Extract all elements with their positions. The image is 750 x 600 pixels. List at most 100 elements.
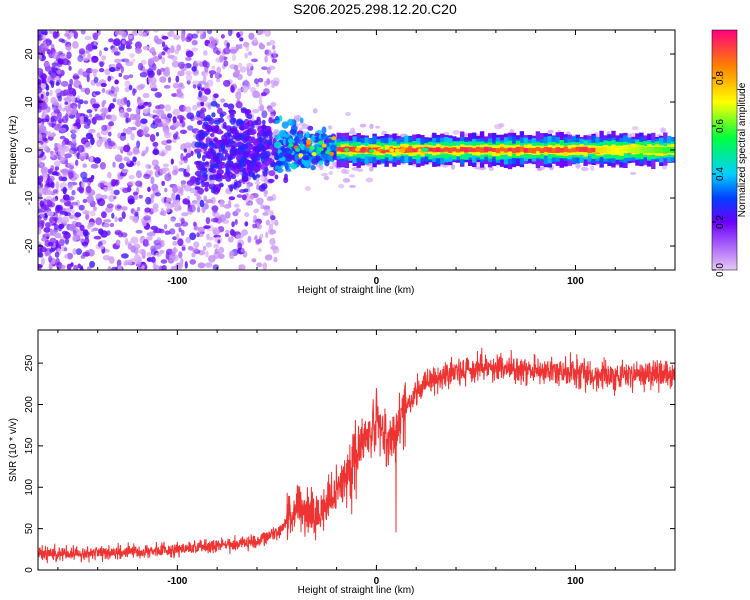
heatmap-cell bbox=[135, 180, 143, 187]
heatmap-cell bbox=[62, 194, 70, 201]
heatmap-cell bbox=[257, 248, 262, 252]
heatmap-cell bbox=[166, 207, 171, 213]
heatmap-cell bbox=[136, 140, 141, 149]
heatmap-cell bbox=[591, 147, 596, 153]
heatmap-cell bbox=[53, 146, 59, 151]
heatmap-cell bbox=[212, 205, 218, 214]
heatmap-cell bbox=[82, 210, 90, 215]
heatmap-cell bbox=[162, 41, 166, 48]
heatmap-cell bbox=[523, 148, 529, 153]
heatmap-cell bbox=[83, 100, 89, 105]
heatmap-cell bbox=[149, 134, 156, 142]
heatmap-cell bbox=[255, 30, 264, 36]
heatmap-cell bbox=[64, 32, 70, 38]
heatmap-cell bbox=[160, 259, 168, 264]
heatmap-cell bbox=[267, 108, 275, 113]
heatmap-cell bbox=[93, 206, 97, 212]
heatmap-cell bbox=[163, 85, 171, 89]
heatmap-cell bbox=[507, 147, 513, 152]
heatmap-cell bbox=[51, 51, 60, 60]
heatmap-cell bbox=[235, 208, 241, 213]
heatmap-cell bbox=[499, 147, 505, 152]
heatmap-cell bbox=[246, 62, 253, 68]
heatmap-cell bbox=[113, 51, 120, 56]
heatmap-cell bbox=[221, 149, 228, 154]
heatmap-cell bbox=[72, 75, 80, 79]
heatmap-cell bbox=[348, 174, 356, 178]
heatmap-cell bbox=[269, 229, 277, 235]
heatmap-cell bbox=[194, 60, 202, 64]
heatmap-cell bbox=[185, 153, 192, 158]
heatmap-cell bbox=[195, 133, 202, 141]
heatmap-cell bbox=[109, 114, 117, 122]
heatmap-cell bbox=[159, 167, 167, 174]
heatmap-cell bbox=[246, 171, 251, 177]
heatmap-cell bbox=[170, 45, 175, 54]
heatmap-cell bbox=[375, 125, 380, 129]
heatmap-cell bbox=[61, 107, 65, 112]
heatmap-cell bbox=[261, 66, 268, 70]
heatmap-cell bbox=[252, 90, 260, 99]
y-tick-label: -10 bbox=[24, 190, 35, 205]
heatmap-cell bbox=[180, 153, 184, 161]
heatmap-cell bbox=[106, 203, 114, 209]
heatmap-cell bbox=[90, 137, 95, 146]
heatmap-cell bbox=[210, 168, 214, 173]
heatmap-cell bbox=[204, 88, 211, 95]
heatmap-cell bbox=[475, 146, 481, 152]
heatmap-cell bbox=[76, 95, 80, 101]
heatmap-cell bbox=[186, 112, 195, 120]
heatmap-cell bbox=[167, 76, 172, 84]
heatmap-cell bbox=[234, 219, 238, 225]
heatmap-cell bbox=[340, 147, 345, 153]
heatmap-cell bbox=[96, 132, 101, 139]
heatmap-cell bbox=[255, 148, 260, 156]
heatmap-cell bbox=[134, 41, 142, 49]
heatmap-cell bbox=[94, 157, 101, 164]
heatmap-cell bbox=[245, 43, 250, 52]
heatmap-cell bbox=[212, 138, 219, 142]
heatmap-cell bbox=[175, 199, 181, 207]
heatmap-cell bbox=[120, 65, 124, 74]
heatmap-cell bbox=[407, 145, 413, 150]
heatmap-cell bbox=[116, 205, 122, 210]
heatmap-cell bbox=[167, 113, 173, 119]
heatmap-cell bbox=[162, 163, 169, 168]
heatmap-cell bbox=[555, 147, 560, 153]
heatmap-cell bbox=[57, 224, 63, 232]
heatmap-cell bbox=[68, 150, 74, 155]
heatmap-cell bbox=[203, 117, 211, 122]
heatmap-cell bbox=[72, 41, 79, 49]
heatmap-cell bbox=[144, 207, 151, 213]
heatmap-cell bbox=[456, 148, 461, 153]
heatmap-cell bbox=[148, 235, 153, 241]
heatmap-cell bbox=[231, 230, 236, 237]
heatmap-cell bbox=[242, 176, 249, 182]
heatmap-cell bbox=[145, 196, 152, 205]
heatmap-cell bbox=[87, 53, 92, 60]
heatmap-cell bbox=[209, 159, 215, 166]
heatmap-cell bbox=[103, 222, 110, 228]
heatmap-cell bbox=[42, 172, 48, 180]
y-tick-label: 200 bbox=[24, 396, 35, 413]
heatmap-cell bbox=[52, 189, 58, 194]
heatmap-cell bbox=[452, 147, 457, 152]
heatmap-cell bbox=[603, 147, 608, 153]
heatmap-cell bbox=[204, 187, 209, 192]
heatmap-cell bbox=[191, 47, 199, 52]
heatmap-cell bbox=[270, 215, 276, 221]
heatmap-cell bbox=[49, 178, 52, 184]
heatmap-cell bbox=[178, 251, 183, 259]
heatmap-cell bbox=[250, 153, 257, 160]
heatmap-cell bbox=[69, 31, 73, 38]
heatmap-cell bbox=[254, 161, 262, 168]
heatmap-cell bbox=[85, 185, 92, 194]
heatmap-cell bbox=[631, 147, 636, 153]
heatmap-cell bbox=[647, 147, 652, 153]
heatmap-cell bbox=[223, 102, 229, 108]
x-tick-label: 0 bbox=[374, 576, 380, 587]
heatmap-cell bbox=[223, 60, 229, 67]
heatmap-cell bbox=[229, 165, 236, 171]
heatmap-cell bbox=[65, 30, 70, 34]
heatmap-cell bbox=[64, 105, 72, 112]
